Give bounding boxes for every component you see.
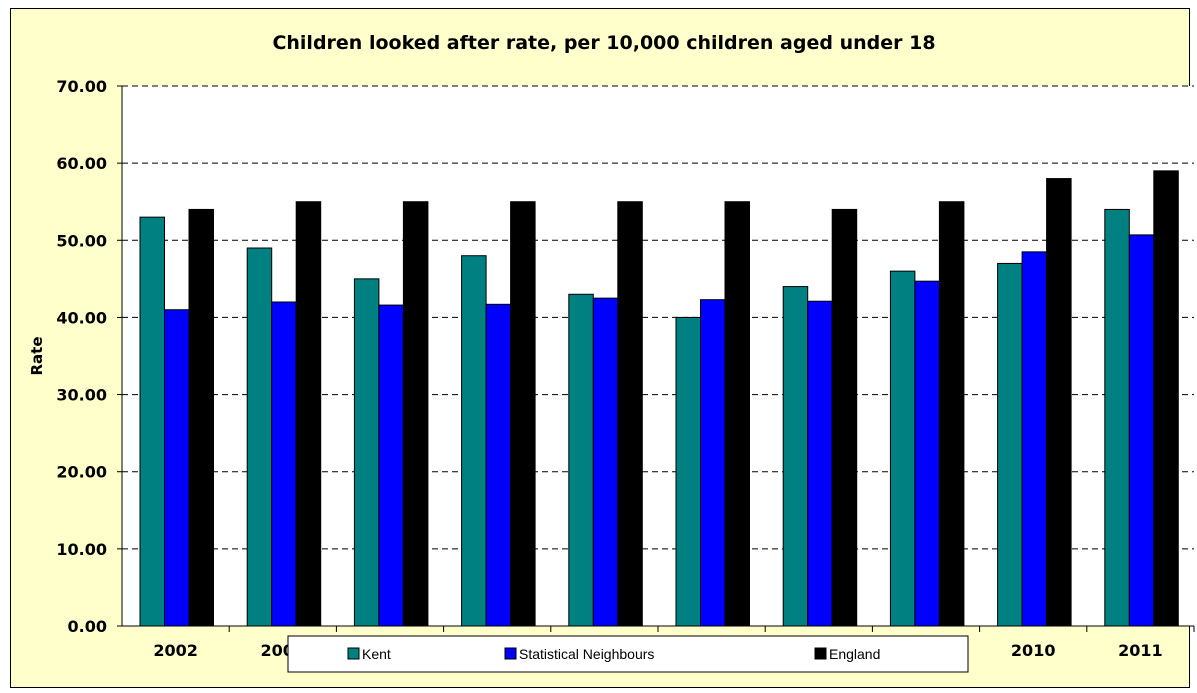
bar-england-2008 [831, 208, 858, 627]
bar-kent-2004 [353, 278, 380, 627]
bar-kent-2007 [675, 316, 701, 627]
bars [139, 170, 1179, 627]
y-tick-label: 70.00 [56, 77, 107, 96]
bar-kent-2005 [461, 255, 487, 627]
bar-kent-2002 [139, 216, 165, 627]
y-tick-label: 30.00 [56, 386, 107, 405]
bar-england-2004 [402, 201, 429, 627]
bar-england-2003 [295, 201, 322, 627]
bar-statistical-neighbours-2006 [592, 297, 619, 627]
bar-statistical-neighbours-2004 [378, 304, 404, 627]
x-tick-label: 2010 [1011, 641, 1056, 660]
bar-statistical-neighbours-2003 [271, 301, 297, 627]
y-axis-ticks: 0.00 10.00 20.00 30.00 40.00 50.00 60.00 70.00 [56, 77, 122, 636]
bar-statistical-neighbours-2007 [700, 299, 726, 627]
bar-statistical-neighbours-2005 [485, 303, 512, 627]
legend: Kent Statistical Neighbours England [287, 635, 969, 673]
y-tick-label: 10.00 [56, 540, 107, 559]
legend-swatch [814, 647, 827, 660]
legend-box [287, 635, 969, 673]
y-tick-label: 60.00 [56, 154, 107, 173]
bar-kent-2003 [246, 247, 273, 627]
legend-label: England [829, 646, 880, 662]
x-tick-label: 2002 [153, 641, 198, 660]
y-tick-label: 0.00 [68, 617, 107, 636]
y-tick-label: 50.00 [56, 231, 107, 250]
bar-kent-2009 [889, 270, 916, 627]
bar-kent-2011 [1104, 208, 1130, 627]
x-tick-label: 2011 [1118, 641, 1163, 660]
chart-title: Children looked after rate, per 10,000 c… [272, 32, 935, 54]
bar-england-2002 [188, 208, 214, 627]
y-axis-label: Rate [28, 336, 46, 375]
bar-england-2006 [617, 201, 643, 627]
bar-statistical-neighbours-2009 [914, 280, 940, 627]
bar-kent-2008 [782, 286, 809, 627]
bar-statistical-neighbours-2010 [1021, 251, 1048, 627]
bar-statistical-neighbours-2002 [164, 309, 190, 627]
bar-england-2009 [938, 201, 965, 627]
bar-england-2007 [724, 201, 750, 627]
bar-kent-2006 [568, 293, 594, 627]
legend-label: Kent [362, 646, 391, 662]
bar-statistical-neighbours-2008 [807, 300, 833, 627]
bar-england-2011 [1153, 170, 1179, 627]
legend-label: Statistical Neighbours [519, 646, 654, 662]
y-tick-label: 40.00 [56, 308, 107, 327]
bar-england-2010 [1046, 178, 1072, 627]
bar-england-2005 [510, 201, 536, 627]
bar-statistical-neighbours-2011 [1128, 234, 1155, 627]
y-tick-label: 20.00 [56, 463, 107, 482]
legend-swatch [504, 647, 517, 660]
bar-kent-2010 [997, 262, 1023, 627]
legend-swatch [347, 647, 360, 660]
